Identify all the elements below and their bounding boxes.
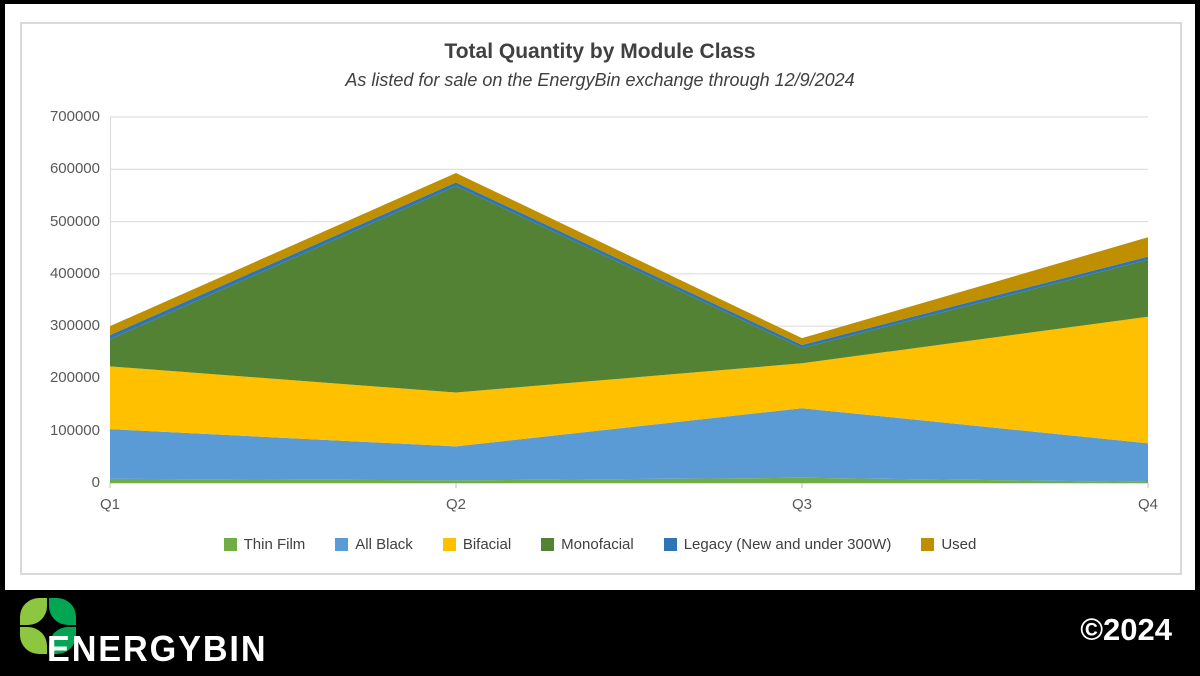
legend-swatch-icon	[335, 538, 349, 551]
leaf-icon	[20, 598, 47, 625]
brand-name: ENERGYBIN	[47, 628, 268, 669]
legend-label: Monofacial	[561, 536, 634, 553]
y-tick-label: 600000	[49, 160, 100, 178]
y-tick-label: 500000	[49, 212, 100, 230]
energybin-logo: ENERGYBIN	[20, 598, 320, 669]
x-tick-label-q1: Q1	[99, 496, 120, 513]
x-tick-label-q3: Q3	[791, 496, 812, 513]
area-thin-film	[110, 477, 1148, 483]
legend-swatch-icon	[663, 538, 677, 551]
stacked-area-plot	[109, 116, 1149, 488]
legend-item: Thin Film	[223, 536, 306, 553]
x-tick-label-q2: Q2	[445, 496, 466, 513]
leaf-icon	[49, 598, 76, 625]
x-tick-label-q4: Q4	[1137, 496, 1158, 513]
footer-bar: ENERGYBIN ©2024	[0, 590, 1200, 676]
chart-subtitle: As listed for sale on the EnergyBin exch…	[345, 70, 855, 90]
legend-swatch-icon	[223, 538, 237, 551]
area-used	[110, 172, 1148, 345]
area-legacy-new-and-under-300w	[110, 182, 1148, 349]
y-tick-label: 200000	[49, 369, 100, 387]
legend-label: Legacy (New and under 300W)	[683, 536, 892, 553]
legend-item: Monofacial	[541, 536, 634, 553]
chart-legend: Thin Film All Black Bifacial Monofacial Lega…	[0, 536, 1200, 553]
legend-label: All Black	[355, 536, 413, 553]
leaf-icon	[20, 627, 47, 654]
y-tick-label: 400000	[49, 264, 100, 282]
legend-item: All Black	[335, 536, 413, 553]
legend-label: Bifacial	[462, 536, 512, 553]
legend-swatch-icon	[442, 538, 456, 551]
legend-label: Used	[941, 536, 977, 553]
copyright-text: ©2024	[1080, 612, 1172, 647]
y-tick-label: 300000	[49, 317, 100, 335]
legend-item: Legacy (New and under 300W)	[663, 536, 892, 553]
legend-swatch-icon	[541, 538, 555, 551]
area-monofacial	[110, 186, 1148, 393]
y-tick-label: 100000	[49, 421, 100, 439]
chart-title: Total Quantity by Module Class	[444, 40, 756, 63]
legend-swatch-icon	[921, 538, 935, 551]
y-tick-label: 700000	[49, 108, 100, 125]
area-all-black	[110, 408, 1148, 482]
legend-item: Used	[921, 536, 976, 553]
legend-label: Thin Film	[243, 536, 306, 553]
legend-item: Bifacial	[442, 536, 512, 553]
area-bifacial	[110, 316, 1148, 447]
y-tick-label: 0	[91, 474, 100, 491]
